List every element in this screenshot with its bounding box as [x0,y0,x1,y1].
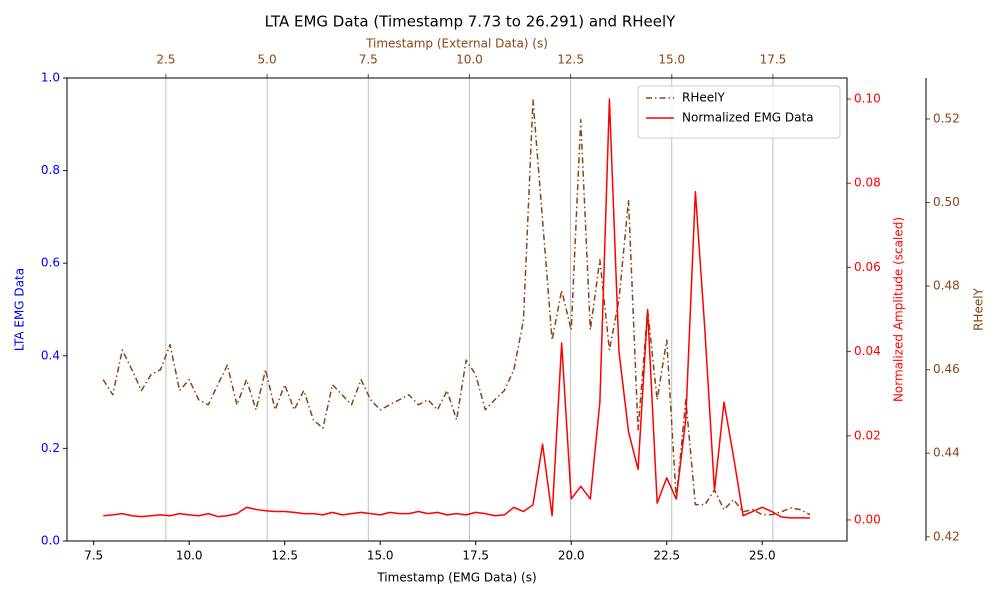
x-tick-label: 12.5 [271,549,298,563]
x-axis-label: Timestamp (EMG Data) (s) [376,571,536,585]
y2-tick-label: 0.04 [854,344,881,358]
x-tick-label: 17.5 [462,549,489,563]
y-tick-label: 0.0 [41,534,60,548]
x-tick-label: 25.0 [749,549,776,563]
y2-tick-label: 0.10 [854,92,881,106]
series-line [103,98,810,519]
x2-axis-label: Timestamp (External Data) (s) [365,37,548,51]
legend-label: Normalized EMG Data [682,111,814,125]
y-tick-label: 0.6 [41,256,60,270]
x-tick-label: 15.0 [367,549,394,563]
y2-tick-label: 0.02 [854,428,881,442]
x-tick-label: 20.0 [558,549,585,563]
x-tick-label: 7.5 [84,549,103,563]
plot-frame [66,77,848,542]
y2-tick-label: 0.08 [854,176,881,190]
y-tick-label: 0.4 [41,348,60,362]
x2-tick-label: 5.0 [258,53,277,67]
y3-tick-label: 0.44 [933,446,960,460]
x2-tick-label: 7.5 [359,53,378,67]
y3-tick-label: 0.46 [933,362,960,376]
series-line [102,99,811,516]
y2-axis-label: Normalized Amplitude (scaled) [892,217,906,402]
y-axis-label: LTA EMG Data [13,268,27,351]
legend-label: RHeelY [682,91,725,105]
y-tick-label: 1.0 [41,71,60,85]
y3-tick-label: 0.48 [933,279,960,293]
y-tick-label: 0.8 [41,163,60,177]
x-tick-label: 10.0 [176,549,203,563]
y3-axis-label: RHeelY [972,287,986,330]
x2-tick-label: 2.5 [156,53,175,67]
y2-tick-label: 0.06 [854,260,881,274]
y3-tick-label: 0.52 [933,111,960,125]
y3-tick-label: 0.42 [933,529,960,543]
x2-tick-label: 17.5 [760,53,787,67]
chart-title: LTA EMG Data (Timestamp 7.73 to 26.291) … [265,13,676,31]
y-tick-label: 0.2 [41,441,60,455]
x-tick-label: 22.5 [653,549,680,563]
x2-tick-label: 12.5 [557,53,584,67]
legend-box [637,85,841,139]
x2-tick-label: 15.0 [658,53,685,67]
x2-tick-label: 10.0 [456,53,483,67]
y2-tick-label: 0.00 [854,512,881,526]
y3-tick-label: 0.50 [933,195,960,209]
